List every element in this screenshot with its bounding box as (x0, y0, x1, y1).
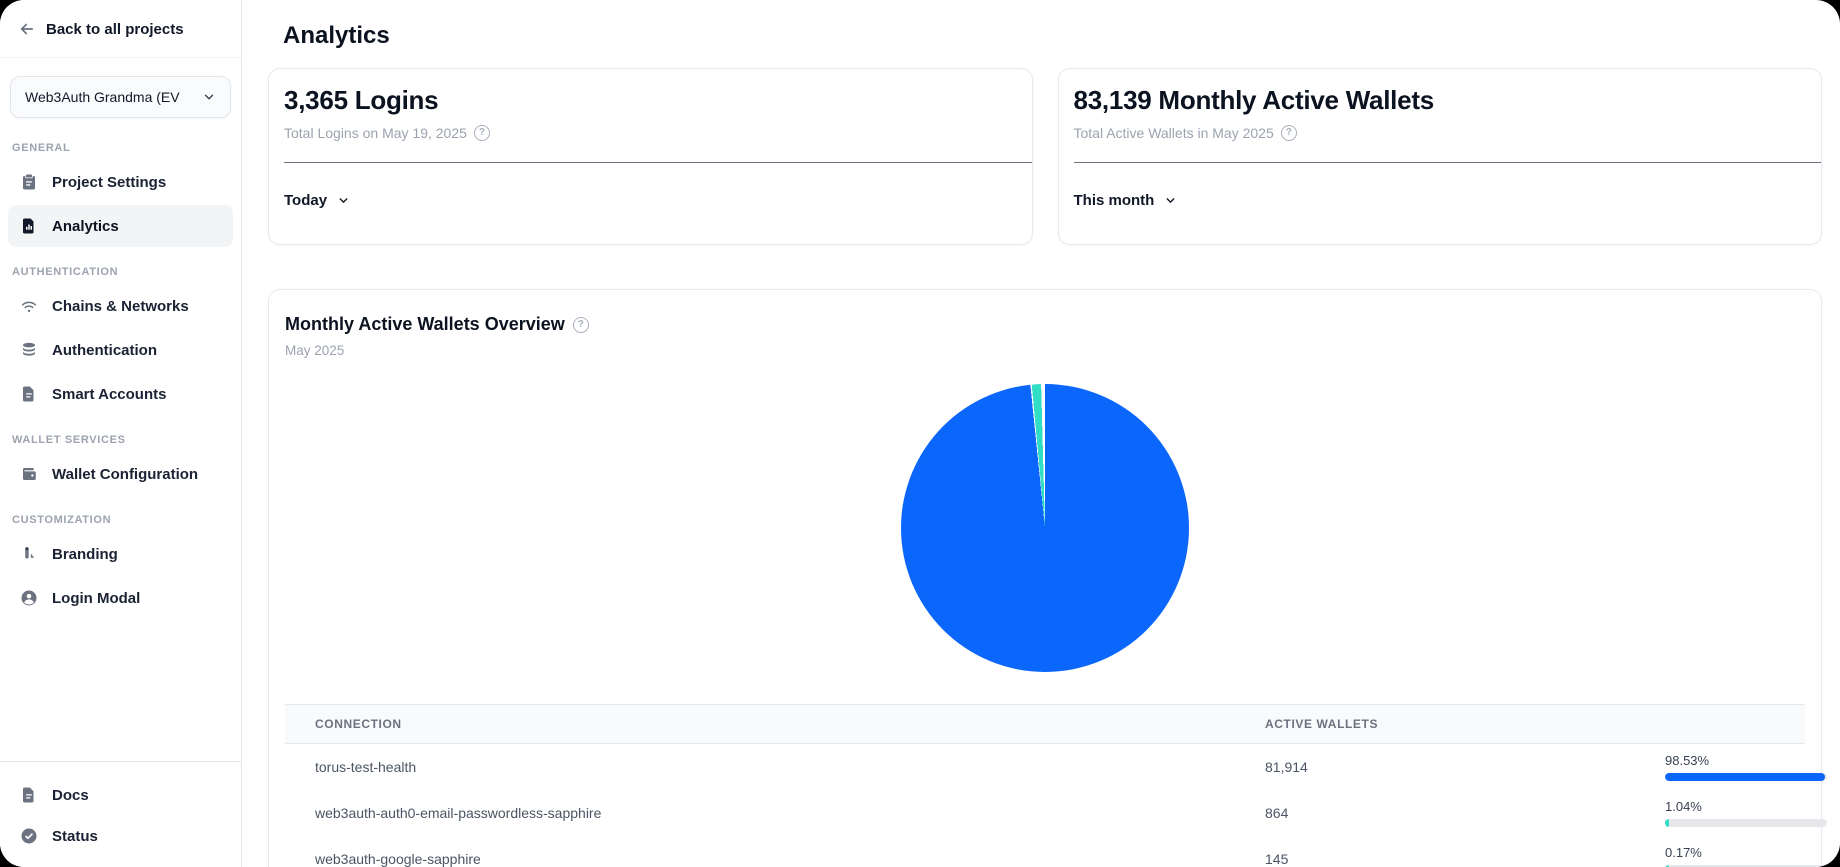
sidebar-item-wallet-configuration[interactable]: Wallet Configuration (8, 453, 233, 495)
sidebar-item-branding[interactable]: Branding (8, 533, 233, 575)
maw-range-dropdown[interactable]: This month (1074, 192, 1178, 209)
logins-count: 3,365 Logins (284, 85, 439, 115)
col-connection: CONNECTION (315, 717, 402, 731)
maw-stat-card: 83,139 Monthly Active Wallets Total Acti… (1057, 68, 1822, 245)
project-selector-value: Web3Auth Grandma (EV (25, 89, 180, 105)
progress-track (1665, 773, 1827, 781)
table-row[interactable]: torus-test-health 81,914 98.53% (285, 744, 1827, 790)
connection-name: web3auth-auth0-email-passwordless-sapphi… (315, 805, 602, 821)
connection-name: web3auth-google-sapphire (315, 851, 481, 867)
share-percent: 98.53% (1665, 753, 1710, 768)
section-label-wallet-services: WALLET SERVICES (12, 434, 126, 446)
page-title: Analytics (283, 22, 390, 49)
chevron-down-icon (204, 94, 214, 100)
sidebar-item-label: Login Modal (52, 589, 141, 607)
back-link-label: Back to all projects (46, 20, 184, 38)
help-icon[interactable]: ? (572, 316, 589, 333)
progress-fill (1665, 819, 1669, 827)
help-icon[interactable]: ? (1280, 125, 1297, 141)
user-circle-icon (21, 590, 37, 606)
pie-chart[interactable] (901, 384, 1189, 672)
wallet-count: 864 (1265, 805, 1289, 821)
sidebar-item-analytics[interactable]: Analytics (8, 205, 233, 247)
sidebar-item-smart-accounts[interactable]: Smart Accounts (8, 373, 233, 415)
sidebar-item-status[interactable]: Status (8, 816, 233, 856)
sidebar: Back to all projects Web3Auth Grandma (E… (0, 0, 242, 867)
sidebar-item-label: Chains & Networks (52, 297, 189, 315)
maw-count: 83,139 Monthly Active Wallets (1073, 85, 1435, 115)
share-cell: 98.53% (1635, 753, 1827, 781)
share-percent: 0.17% (1665, 845, 1702, 860)
maw-subtitle: Total Active Wallets in May 2025 (1073, 125, 1274, 141)
sidebar-item-label: Docs (52, 786, 89, 804)
wifi-icon (21, 301, 37, 313)
sidebar-footer: Docs Status (0, 761, 241, 867)
check-circle-icon (21, 828, 37, 844)
card-divider (284, 162, 1032, 163)
sidebar-item-project-settings[interactable]: Project Settings (8, 161, 233, 203)
clipboard-icon (23, 174, 35, 190)
chevron-down-icon (339, 198, 348, 203)
project-selector[interactable]: Web3Auth Grandma (EV (10, 76, 231, 118)
card-divider (1073, 162, 1821, 163)
range-label: This month (1073, 192, 1155, 209)
logins-subtitle: Total Logins on May 19, 2025 (284, 125, 467, 141)
branding-swatch-icon (25, 547, 35, 559)
section-label-general: GENERAL (12, 142, 71, 154)
wallet-count: 81,914 (1265, 759, 1308, 775)
sidebar-item-label: Status (52, 827, 98, 845)
progress-fill (1665, 865, 1669, 867)
table-row[interactable]: web3auth-google-sapphire 145 0.17% (285, 836, 1827, 867)
progress-track (1665, 865, 1827, 867)
file-icon (23, 386, 34, 402)
chevron-down-icon (1166, 198, 1175, 203)
stat-cards-row: 3,365 Logins Total Logins on May 19, 202… (268, 68, 1822, 245)
share-percent: 1.04% (1665, 799, 1702, 814)
database-icon (23, 342, 35, 356)
overview-subtitle: May 2025 (285, 343, 345, 358)
wallet-count: 145 (1265, 851, 1289, 867)
sidebar-item-docs[interactable]: Docs (8, 775, 233, 815)
range-label: Today (284, 192, 328, 209)
back-to-projects-link[interactable]: Back to all projects (0, 0, 241, 58)
main-content: Analytics 3,365 Logins Total Logins on M… (242, 0, 1840, 867)
monthly-active-wallets-overview-card: Monthly Active Wallets Overview ? May 20… (268, 289, 1827, 867)
progress-fill (1665, 773, 1825, 781)
sidebar-item-label: Project Settings (52, 173, 167, 191)
arrow-left-icon (20, 23, 34, 35)
section-label-customization: CUSTOMIZATION (12, 514, 112, 526)
sidebar-item-label: Wallet Configuration (52, 465, 199, 483)
help-icon[interactable]: ? (473, 125, 490, 141)
sidebar-item-label: Authentication (52, 341, 157, 359)
sidebar-item-label: Branding (52, 545, 118, 563)
logins-stat-card: 3,365 Logins Total Logins on May 19, 202… (268, 68, 1033, 245)
sidebar-spacer (0, 620, 241, 761)
sidebar-item-authentication[interactable]: Authentication (8, 329, 233, 371)
overview-title: Monthly Active Wallets Overview (285, 314, 565, 334)
connection-name: torus-test-health (315, 759, 417, 775)
docs-file-icon (23, 787, 34, 803)
table-header: CONNECTION ACTIVE WALLETS (285, 704, 1805, 744)
col-active-wallets: ACTIVE WALLETS (1265, 717, 1379, 731)
sidebar-item-chains-networks[interactable]: Chains & Networks (8, 285, 233, 327)
progress-track (1665, 819, 1827, 827)
sidebar-item-login-modal[interactable]: Login Modal (8, 577, 233, 619)
wallet-icon (23, 468, 36, 480)
connections-table: CONNECTION ACTIVE WALLETS torus-test-hea… (285, 704, 1827, 867)
logins-range-dropdown[interactable]: Today (284, 192, 350, 209)
table-row[interactable]: web3auth-auth0-email-passwordless-sapphi… (285, 790, 1827, 836)
share-cell: 1.04% (1635, 799, 1827, 827)
sidebar-item-label: Analytics (52, 217, 119, 235)
analytics-doc-icon (23, 218, 34, 234)
sidebar-item-label: Smart Accounts (52, 385, 167, 403)
share-cell: 0.17% (1635, 845, 1827, 867)
section-label-authentication: AUTHENTICATION (12, 266, 119, 278)
